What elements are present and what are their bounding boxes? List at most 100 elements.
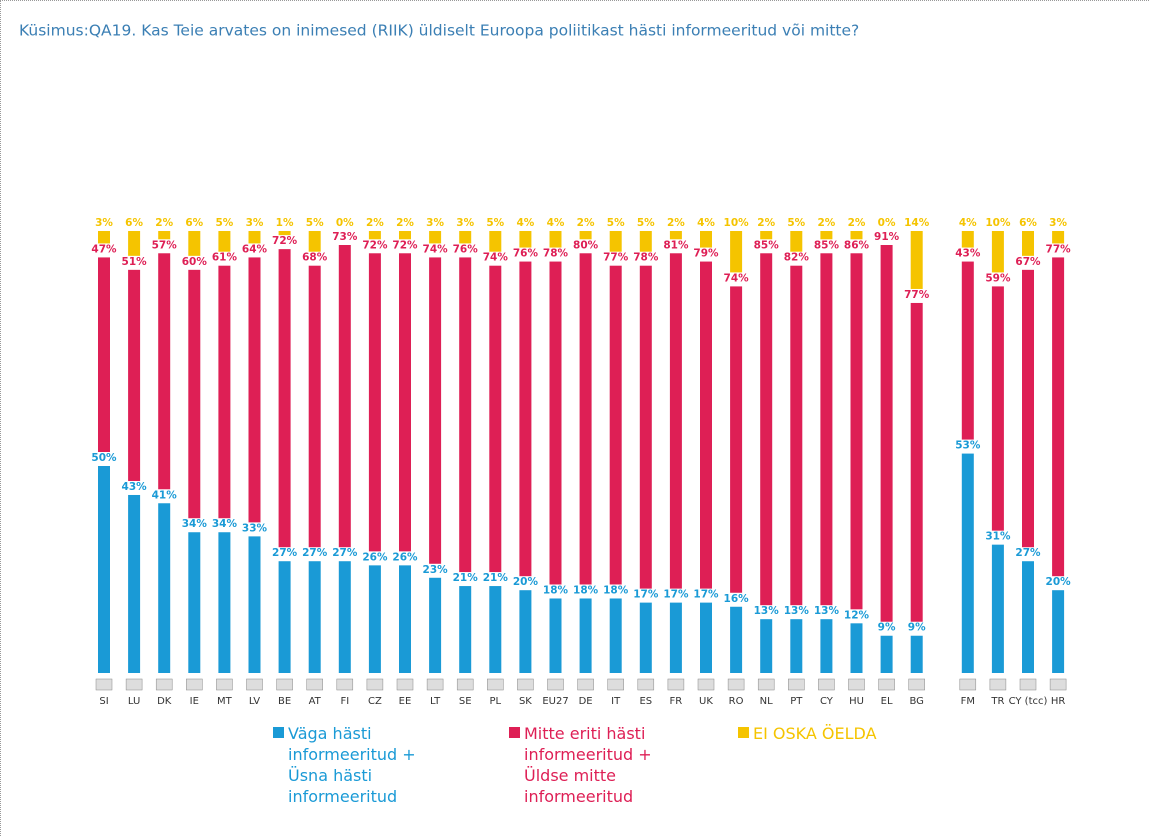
flag — [155, 678, 173, 691]
data-label: 73% — [332, 231, 358, 243]
data-label: 86% — [844, 239, 870, 251]
bar-segment — [188, 231, 201, 256]
x-tick-label: FM — [961, 696, 975, 707]
legend-swatch — [509, 727, 520, 738]
bar-segment — [248, 231, 261, 244]
flag — [667, 678, 685, 691]
bar-segment — [760, 253, 773, 606]
x-tick-label: EE — [399, 696, 412, 707]
bar-segment — [760, 619, 773, 673]
data-label: 76% — [453, 243, 479, 255]
data-label: 81% — [663, 239, 689, 251]
data-label: 68% — [302, 252, 328, 264]
data-label: 5% — [637, 217, 655, 229]
data-label: 77% — [904, 289, 930, 301]
bar-segment — [790, 265, 803, 606]
bar-segment — [248, 257, 261, 523]
bar-segment — [961, 231, 974, 248]
bar-segment — [1052, 590, 1065, 673]
flag — [456, 678, 474, 691]
flag — [637, 678, 655, 691]
bar-segment — [368, 565, 381, 673]
bar-segment — [730, 231, 743, 273]
bar-segment — [158, 253, 171, 490]
x-tick-label: BG — [909, 696, 923, 707]
legend-label: EI OSKA ÖELDA — [753, 724, 877, 743]
data-label: 4% — [959, 217, 977, 229]
x-tick-label: FI — [340, 696, 349, 707]
data-label: 23% — [423, 564, 449, 576]
x-tick-label: PT — [790, 696, 803, 707]
bar-segment — [489, 586, 502, 673]
data-label: 21% — [453, 572, 479, 584]
data-label: 80% — [573, 239, 599, 251]
x-tick-label: HU — [849, 696, 864, 707]
data-label: 9% — [878, 622, 896, 634]
bar-segment — [1052, 257, 1065, 577]
data-label: 27% — [302, 547, 328, 559]
data-label: 53% — [955, 440, 981, 452]
data-label: 64% — [242, 243, 268, 255]
flag — [246, 678, 263, 691]
bar-segment — [700, 261, 712, 589]
bar-segment — [549, 231, 562, 248]
bar-segment — [910, 302, 923, 622]
flag — [95, 678, 113, 691]
bar-segment — [910, 231, 923, 289]
data-label: 61% — [212, 252, 238, 264]
bar-segment — [579, 253, 592, 585]
data-label: 3% — [1049, 217, 1067, 229]
flag — [727, 678, 745, 691]
bar-segment — [308, 265, 321, 548]
bar-segment — [399, 231, 411, 240]
data-label: 27% — [1015, 547, 1041, 559]
bar-segment — [459, 586, 472, 673]
legend-item: Mitte eriti hästi informeeritud + Üldse … — [509, 723, 684, 807]
bar-segment — [579, 231, 592, 240]
bar-segment — [338, 561, 351, 673]
flag — [577, 678, 594, 691]
x-tick-label: TR — [990, 696, 1004, 707]
bar-segment — [790, 231, 803, 252]
x-tick-label: MT — [217, 696, 233, 707]
x-tick-label: IT — [611, 696, 621, 707]
bar-segment — [368, 253, 381, 552]
flag — [547, 678, 564, 691]
data-label: 6% — [1019, 217, 1037, 229]
bar-segment — [730, 606, 743, 673]
bar-segment — [278, 231, 291, 236]
x-tick-label: NL — [760, 696, 773, 707]
flag — [306, 678, 323, 691]
bar-segment — [700, 231, 712, 248]
bar-segment — [218, 265, 231, 519]
data-label: 67% — [1015, 256, 1041, 268]
flag — [959, 678, 977, 691]
data-label: 10% — [985, 217, 1011, 229]
data-label: 72% — [392, 239, 418, 251]
data-label: 2% — [757, 217, 775, 229]
data-label: 85% — [814, 239, 840, 251]
bar-segment — [188, 269, 201, 519]
data-label: 1% — [276, 217, 294, 229]
data-label: 5% — [787, 217, 805, 229]
bar-segment — [961, 261, 974, 440]
data-label: 2% — [577, 217, 595, 229]
bar-segment — [459, 257, 472, 573]
data-label: 17% — [633, 589, 659, 601]
bar-segment — [1022, 561, 1034, 673]
data-label: 26% — [392, 551, 418, 563]
bar-segment — [489, 265, 502, 573]
data-label: 85% — [754, 239, 780, 251]
flag — [125, 678, 143, 691]
x-tick-label: CZ — [368, 696, 382, 707]
bar-segment — [700, 602, 712, 673]
data-label: 34% — [212, 518, 238, 530]
x-tick-label: AT — [309, 696, 322, 707]
bar-segment — [639, 602, 652, 673]
bar-segment — [820, 231, 833, 240]
bar-segment — [98, 466, 110, 673]
data-label: 57% — [152, 239, 178, 251]
bar-segment — [338, 245, 351, 548]
x-tick-label: EU27 — [542, 696, 568, 707]
